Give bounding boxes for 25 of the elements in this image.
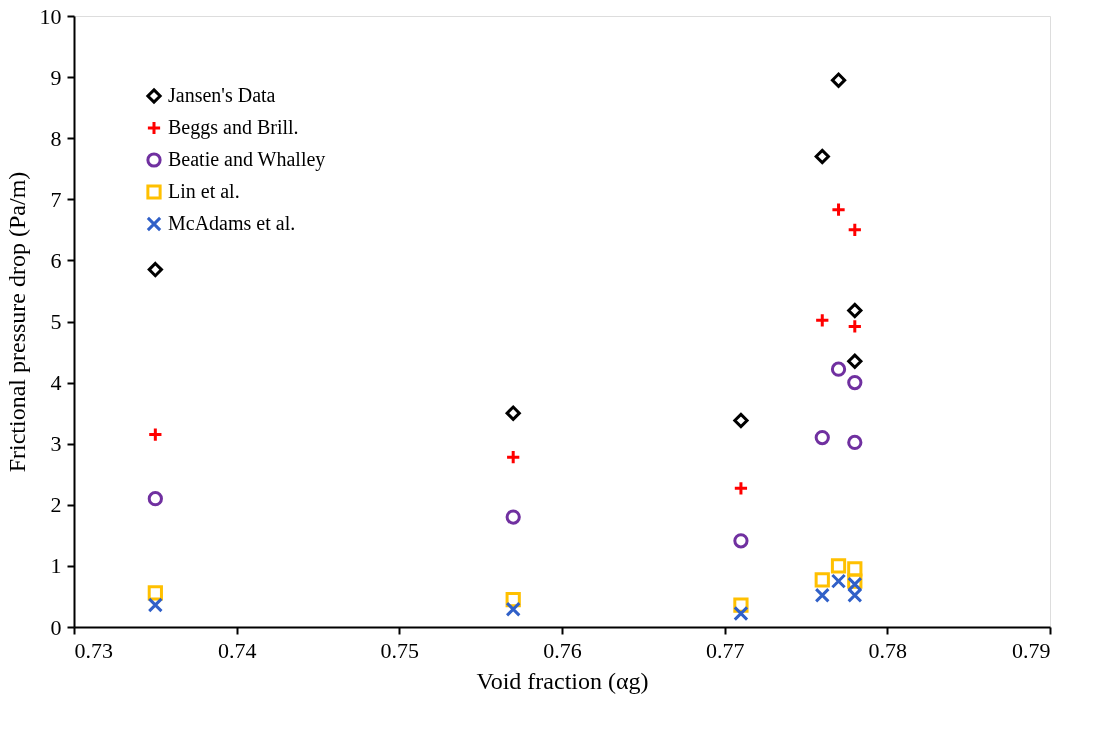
y-tick-label: 3: [50, 431, 62, 457]
x-axis-title: Void fraction (αg): [476, 667, 649, 694]
legend-label: McAdams et al.: [168, 212, 296, 234]
x-tick-label: 0.76: [543, 637, 582, 663]
y-tick-label: 0: [50, 614, 62, 640]
y-axis-title: Frictional pressure drop (Pa/m): [3, 171, 30, 473]
legend-label: Jansen's Data: [168, 84, 276, 106]
y-tick-label: 7: [50, 186, 62, 212]
legend-label: Lin et al.: [168, 180, 240, 202]
x-tick-label: 0.77: [705, 637, 745, 663]
legend-label: Beggs and Brill.: [168, 116, 299, 139]
x-tick-label: 0.79: [1012, 637, 1051, 663]
x-tick-label: 0.75: [380, 637, 420, 663]
y-tick-label: 6: [50, 247, 62, 273]
x-tick-label: 0.74: [217, 637, 257, 663]
y-tick-label: 5: [50, 309, 62, 334]
y-tick-label: 8: [50, 125, 62, 151]
legend-label: Beatie and Whalley: [168, 148, 326, 171]
x-tick-label: 0.78: [868, 637, 908, 663]
x-tick-label: 0.73: [74, 637, 113, 663]
y-tick-label: 9: [50, 64, 62, 90]
y-tick-label: 10: [39, 3, 62, 29]
y-tick-label: 1: [50, 553, 62, 579]
y-tick-label: 2: [50, 492, 62, 518]
y-tick-label: 4: [50, 370, 62, 396]
